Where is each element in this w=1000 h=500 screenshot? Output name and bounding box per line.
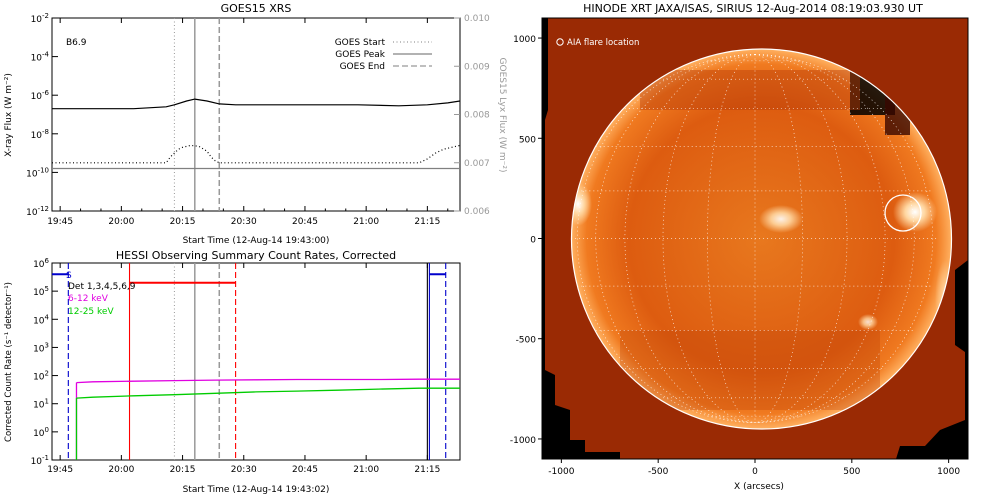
hessi-legend-label: S [66,271,72,281]
xrt-y-tick-label: 0 [530,236,536,246]
goes-y2-tick-label: 0.010 [464,14,490,24]
bright-spot-center [759,205,803,233]
hessi-y-tick-label: 104 [33,313,49,326]
goes-series-1-line [52,144,460,164]
goes-y-tick-label: 10-12 [26,205,49,218]
hessi-y-tick-label: 105 [33,285,49,298]
xrt-xlabel: X (arcsecs) [734,482,784,492]
xrt-title: HINODE XRT JAXA/ISAS, SIRIUS 12-Aug-2014… [583,2,923,15]
goes-x-tick-label: 20:45 [292,217,318,227]
goes-y-tick-label: 10-6 [31,89,50,102]
sun-longitude-line [754,54,803,423]
hessi-x-tick-label: 20:00 [108,465,134,475]
goes-y-tick-label: 10-10 [26,166,49,179]
hessi-x-tick-label: 20:15 [170,465,196,475]
goes-legend-label: GOES Peak [335,50,385,60]
hessi-marks [52,263,460,460]
sun-disk [571,49,952,429]
hessi-legend-label: 12-25 keV [68,307,114,317]
goes-y2-tick-label: 0.008 [464,111,490,121]
xrt-y-tick-label: 1000 [513,35,536,45]
sun-longitude-line [754,54,886,423]
goes-legend: GOES Start GOES Peak GOES End [335,38,432,72]
hessi-legend-label: 6-12 keV [68,294,109,304]
aia-flare-location-circle [884,194,922,232]
dim-region-south [620,330,880,410]
hessi-legend-label: Det 1,3,4,5,6,9 [68,282,136,292]
xrt-panel: HINODE XRT JAXA/ISAS, SIRIUS 12-Aug-2014… [510,2,969,492]
goes-x-tick-label: 21:00 [353,217,379,227]
legend-circle-icon [556,38,564,46]
goes-x-tick-label: 20:15 [170,217,196,227]
sun-longitude-line [624,54,756,423]
xrt-y-tick-label: -1000 [510,436,536,446]
goes-x-tick-label: 20:30 [231,217,257,227]
goes-x-tick-label: 21:15 [414,217,440,227]
xrt-y-tick-label: 500 [519,135,536,145]
dim-region-north [640,70,860,110]
bright-spot-west [893,192,937,232]
goes-panel: GOES15 XRS 19:45 20:00 20:15 20:30 20:45 21:0… [4,2,507,246]
goes-legend-label: GOES Start [335,38,386,48]
xrt-x-tick-label: 0 [752,467,758,477]
sun-longitude-line [754,54,848,423]
hessi-y-tick-label: 100 [33,426,49,439]
goes-series-0-line [52,98,460,110]
sun-longitude-line [707,54,756,423]
solar-limb [570,48,953,430]
hessi-xlabel: Start Time (12-Aug-14 19:43:02) [183,485,330,495]
hessi-axes: 19:45 20:00 20:15 20:30 20:45 21:00 21:15 106 10… [31,257,441,475]
bright-spot-sw [858,314,878,330]
hessi-x-tick-label: 19:45 [47,465,73,475]
hessi-y-tick-label: 101 [33,398,49,411]
xrt-x-tick-label: -500 [648,467,669,477]
goes-title: GOES15 XRS [221,2,292,15]
goes-y2-tick-label: 0.006 [464,207,490,217]
xrt-y-tick-label: -500 [516,336,537,346]
goes-xlabel: Start Time (12-Aug-14 19:43:00) [183,236,330,246]
goes-y2label: GOES15 Lyx Flux (W m⁻²) [497,58,507,173]
goes-y-tick-label: 10-8 [31,128,49,141]
xrt-x-tick-label: 1000 [937,467,960,477]
hessi-y-tick-label: 103 [33,341,49,354]
bright-spot-east [571,182,592,226]
hessi-x-tick-label: 21:00 [353,465,379,475]
xrt-axes: -1000 -500 0 500 1000 1000 500 0 -500 -1000 [510,35,961,477]
hessi-x-tick-label: 21:15 [414,465,440,475]
xrt-annotation: AIA flare location [567,38,639,48]
hessi-title: HESSI Observing Summary Count Rates, Cor… [116,249,396,262]
goes-ylabel: X-ray Flux (W m⁻²) [4,73,14,157]
goes-legend-label: GOES End [340,62,385,72]
goes-plot-frame [51,17,461,212]
xrt-x-tick-label: 500 [843,467,860,477]
hessi-y-tick-label: 10-1 [31,454,49,467]
hessi-series-1-line [76,387,460,399]
goes-y2-tick-label: 0.007 [464,159,490,169]
goes-y2-tick-label: 0.009 [464,62,490,72]
goes-y-tick-label: 10-2 [31,12,49,25]
xrt-x-tick-label: -1000 [548,467,574,477]
goes-marks [52,18,460,211]
hessi-series-0-line [76,378,460,384]
sun-latlon-grid [571,54,939,423]
hessi-y-tick-label: 102 [33,370,49,383]
goes-annotation: B6.9 [66,38,87,48]
goes-x-tick-label: 20:00 [108,217,134,227]
hessi-ylabel: Corrected Count Rate (s⁻¹ detector⁻¹) [4,282,14,442]
goes-x-tick-label: 19:45 [47,217,73,227]
hessi-plot-frame [51,262,461,461]
goes-axes: 19:45 20:00 20:15 20:30 20:45 21:00 21:15 10-2 1… [26,12,490,227]
goes-y-tick-label: 10-4 [31,51,50,64]
xrt-image: AIA flare location [542,18,968,459]
sun-longitude-line [662,54,756,423]
hessi-y-tick-label: 106 [33,257,49,270]
hessi-x-tick-label: 20:45 [292,465,318,475]
hessi-x-tick-label: 20:30 [231,465,257,475]
hessi-panel: HESSI Observing Summary Count Rates, Cor… [4,249,461,495]
